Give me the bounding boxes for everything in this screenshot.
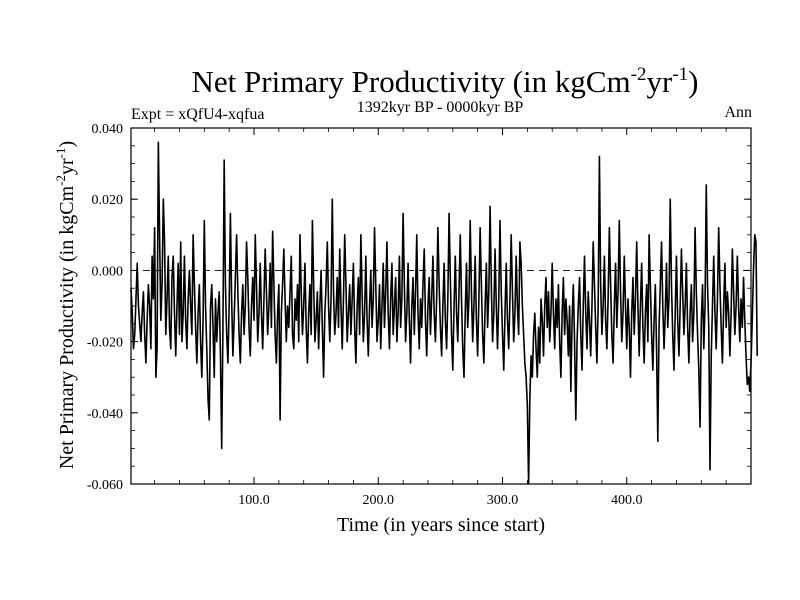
x-axis-label: Time (in years since start) — [337, 514, 545, 536]
y-tick-label: -0.020 — [87, 336, 123, 351]
chart-title: Net Primary Productivity (in kgCm-2yr-1) — [192, 64, 699, 99]
data-series — [130, 141, 759, 485]
x-tick-label: 100.0 — [238, 493, 270, 508]
y-tick-label: -0.040 — [87, 407, 123, 422]
series-line — [130, 141, 759, 485]
x-tick-label: 400.0 — [611, 493, 643, 508]
experiment-label: Expt = xQfU4-xqfua — [131, 106, 264, 123]
plot-frame — [130, 127, 752, 485]
y-tick-label: -0.060 — [87, 478, 123, 493]
y-tick-label: 0.040 — [92, 122, 124, 137]
y-tick-label: 0.000 — [92, 264, 124, 279]
y-tick-label: 0.020 — [92, 193, 124, 208]
time-range-label: 1392kyr BP - 0000kyr BP — [357, 99, 524, 116]
x-tick-label: 200.0 — [363, 493, 395, 508]
season-label: Ann — [724, 104, 752, 121]
x-tick-label: 300.0 — [487, 493, 519, 508]
y-axis-label: Net Primary Productivity (in kgCm-2yr-1) — [53, 141, 78, 469]
